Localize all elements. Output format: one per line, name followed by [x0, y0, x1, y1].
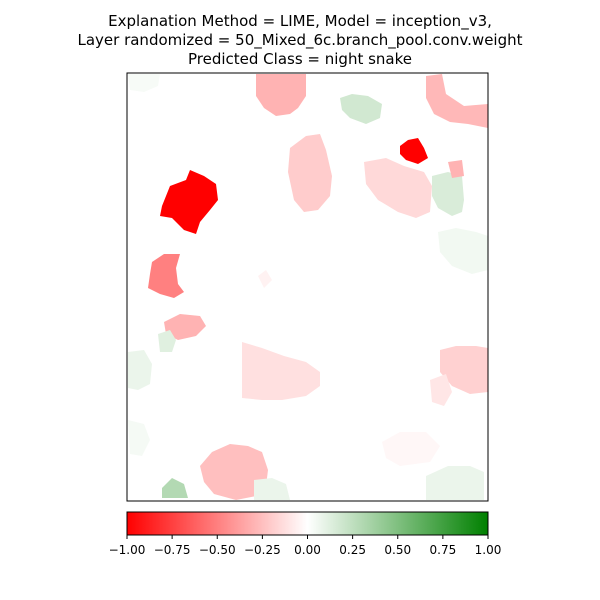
- colorbar-tick-label: −0.25: [244, 543, 281, 557]
- colorbar-tick-label: −1.00: [109, 543, 146, 557]
- segment-top-center: [256, 74, 306, 116]
- segment-top-green: [340, 94, 382, 124]
- segment-top-left: [128, 74, 160, 92]
- chart-title-line-2: Layer randomized = 50_Mixed_6c.branch_po…: [77, 31, 523, 49]
- colorbar-tick-label: 0.50: [384, 543, 411, 557]
- segment-right-small-pink: [448, 160, 464, 178]
- segment-bottom-left-green: [128, 420, 150, 456]
- segment-upper-center: [288, 134, 332, 212]
- segment-right-mid-lower: [430, 374, 452, 406]
- colorbar: [126, 511, 489, 536]
- segment-mid-left-green: [158, 330, 176, 352]
- segment-upper-right-band: [364, 158, 432, 218]
- segment-bottom-right-green: [426, 466, 484, 500]
- segment-bottom-right-faint: [382, 432, 440, 466]
- segment-top-right: [426, 74, 488, 128]
- chart-title-line-1: Explanation Method = LIME, Model = incep…: [108, 12, 492, 30]
- segment-center-large: [242, 342, 320, 400]
- colorbar-tick-label: −0.50: [199, 543, 236, 557]
- segment-mid-left-pink: [164, 314, 206, 340]
- heatmap-plot-frame: [126, 72, 489, 502]
- colorbar-tick-label: 0.75: [430, 543, 457, 557]
- segment-right-edge-green: [438, 228, 488, 274]
- colorbar-ticks: −1.00 −0.75 −0.50 −0.25 0.00 0.25 0.50 0.75 1.00: [109, 535, 502, 557]
- segment-bottom-green-small: [162, 478, 188, 498]
- segment-right-green: [432, 172, 464, 216]
- segment-right-mid: [440, 346, 488, 394]
- colorbar-tick-label: 0.00: [294, 543, 321, 557]
- colorbar-tick-label: 0.25: [339, 543, 366, 557]
- chart-title-line-3: Predicted Class = night snake: [188, 50, 412, 68]
- segment-left-pink: [148, 254, 184, 298]
- colorbar-tick-label: −0.75: [154, 543, 191, 557]
- segment-left-edge-green: [128, 350, 152, 390]
- heatmap-segments: [128, 74, 488, 500]
- segment-small-red: [400, 138, 428, 164]
- segment-center-small: [258, 270, 272, 288]
- segment-large-red: [160, 170, 218, 234]
- segment-bottom-center: [200, 444, 268, 500]
- segment-bottom-center-green: [254, 478, 290, 500]
- colorbar-tick-label: 1.00: [475, 543, 502, 557]
